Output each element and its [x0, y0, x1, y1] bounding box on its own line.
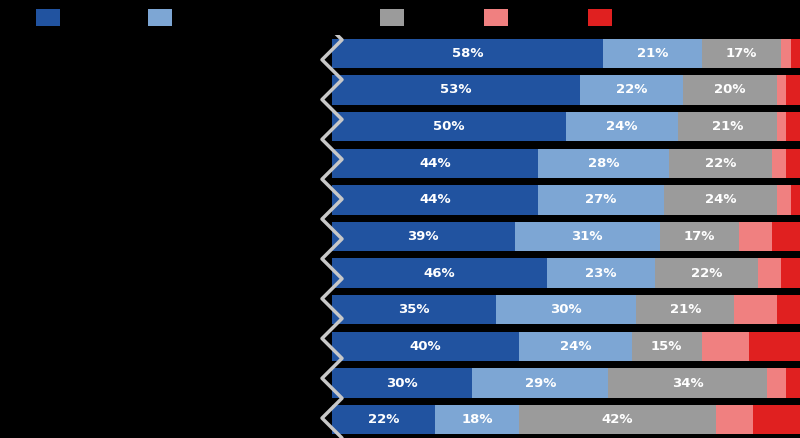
Bar [772, 148, 786, 178]
Bar [739, 222, 772, 251]
Bar [678, 112, 777, 141]
Bar [767, 368, 786, 398]
Bar [496, 295, 636, 325]
FancyBboxPatch shape [588, 9, 612, 26]
Bar [786, 368, 800, 398]
Bar [702, 332, 749, 361]
Bar [636, 295, 734, 325]
Bar [749, 332, 800, 361]
Bar [332, 258, 547, 288]
Bar [782, 258, 800, 288]
Text: 42%: 42% [602, 413, 634, 426]
Bar [669, 148, 772, 178]
Bar [538, 148, 669, 178]
Text: 58%: 58% [452, 47, 483, 60]
FancyBboxPatch shape [148, 9, 172, 26]
Bar [777, 185, 790, 215]
Text: 29%: 29% [525, 377, 556, 389]
Bar [538, 185, 664, 215]
Bar [332, 148, 538, 178]
Text: 15%: 15% [651, 340, 682, 353]
Text: 30%: 30% [550, 303, 582, 316]
Bar [332, 222, 514, 251]
Bar [702, 39, 782, 68]
Bar [332, 112, 566, 141]
Bar [603, 39, 702, 68]
Bar [332, 332, 519, 361]
Bar [519, 405, 716, 434]
Bar [631, 332, 702, 361]
Bar [716, 405, 754, 434]
Bar [777, 112, 786, 141]
Text: 21%: 21% [712, 120, 743, 133]
Text: 24%: 24% [705, 194, 736, 206]
Text: 46%: 46% [424, 267, 455, 279]
Text: 50%: 50% [434, 120, 465, 133]
Bar [758, 258, 782, 288]
Bar [777, 295, 800, 325]
Text: 20%: 20% [714, 84, 746, 96]
Bar [435, 405, 519, 434]
Bar [664, 185, 777, 215]
Bar [519, 332, 631, 361]
Bar [777, 75, 786, 105]
Bar [566, 112, 678, 141]
Text: 35%: 35% [398, 303, 430, 316]
Text: 31%: 31% [571, 230, 603, 243]
Text: 53%: 53% [440, 84, 472, 96]
Bar [332, 185, 538, 215]
Text: 22%: 22% [690, 267, 722, 279]
Text: 30%: 30% [386, 377, 418, 389]
Bar [790, 39, 800, 68]
Bar [547, 258, 655, 288]
Text: 18%: 18% [462, 413, 493, 426]
Text: 23%: 23% [586, 267, 617, 279]
Bar [754, 405, 800, 434]
Text: 44%: 44% [419, 194, 450, 206]
Text: 40%: 40% [410, 340, 442, 353]
Text: 22%: 22% [616, 84, 647, 96]
Bar [655, 258, 758, 288]
Bar [734, 295, 777, 325]
Text: 44%: 44% [419, 157, 450, 170]
Bar [332, 75, 580, 105]
Bar [786, 148, 800, 178]
Bar [659, 222, 739, 251]
Bar [786, 75, 800, 105]
Bar [332, 405, 435, 434]
Text: 39%: 39% [407, 230, 439, 243]
Text: 22%: 22% [705, 157, 736, 170]
Bar [580, 75, 683, 105]
Text: 24%: 24% [560, 340, 591, 353]
Bar [332, 368, 472, 398]
Bar [786, 112, 800, 141]
Bar [782, 39, 790, 68]
Bar [608, 368, 767, 398]
Text: 28%: 28% [588, 157, 619, 170]
Text: 34%: 34% [672, 377, 703, 389]
Text: 24%: 24% [606, 120, 638, 133]
Text: 22%: 22% [368, 413, 399, 426]
Text: 17%: 17% [684, 230, 715, 243]
Bar [332, 295, 496, 325]
Text: 21%: 21% [670, 303, 701, 316]
FancyBboxPatch shape [380, 9, 404, 26]
FancyBboxPatch shape [484, 9, 508, 26]
Bar [514, 222, 659, 251]
Text: 17%: 17% [726, 47, 757, 60]
FancyBboxPatch shape [36, 9, 60, 26]
Bar [472, 368, 608, 398]
Bar [332, 39, 603, 68]
Bar [683, 75, 777, 105]
Bar [790, 185, 800, 215]
Bar [772, 222, 800, 251]
Text: 27%: 27% [586, 194, 617, 206]
Text: 21%: 21% [637, 47, 668, 60]
